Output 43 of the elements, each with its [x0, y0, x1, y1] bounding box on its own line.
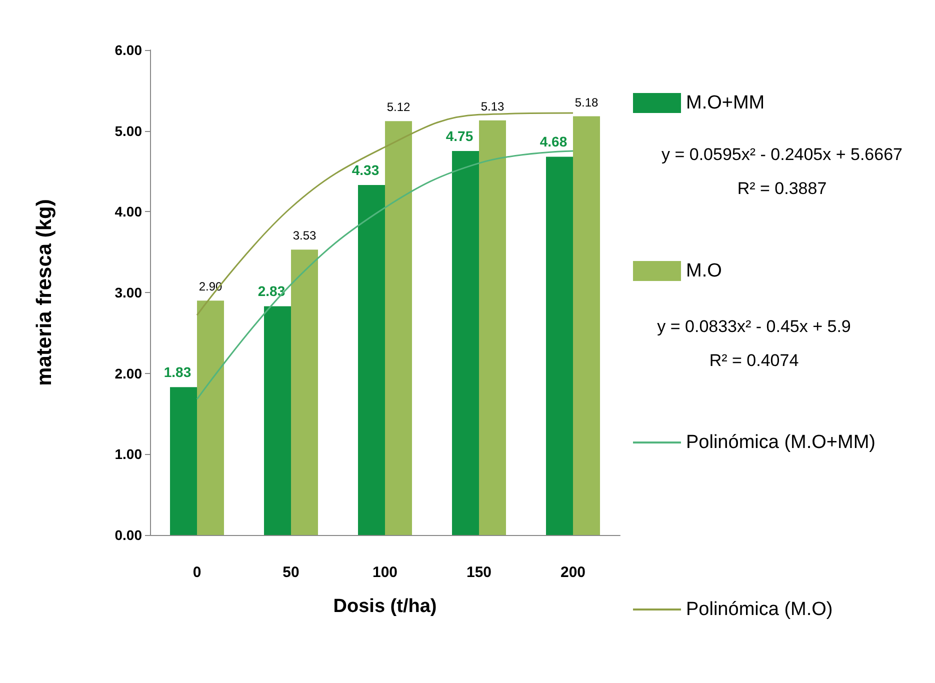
y-tick-label: 3.00 [114, 284, 142, 300]
bar [452, 151, 479, 535]
bar [264, 306, 291, 535]
legend-label: Polinómica (M.O) [686, 599, 833, 620]
y-tick-label: 6.00 [114, 42, 142, 58]
data-label: 5.18 [574, 95, 598, 110]
y-axis-title: materia fresca (kg) [33, 199, 56, 386]
bar [197, 300, 224, 535]
bar [170, 387, 197, 535]
legend-label: M.O+MM [686, 92, 765, 114]
x-axis-title: Dosis (t/ha) [333, 596, 437, 617]
y-tick-label: 5.00 [114, 122, 142, 139]
data-label: 2.83 [258, 283, 286, 300]
line-series [196, 112, 574, 316]
text: R² = 0.3887 [737, 179, 827, 198]
y-tick-label: 0.00 [114, 527, 142, 543]
text: y = 0.0595x² - 0.2405x + 5.6667 [661, 145, 903, 164]
text: R² = 0.4074 [709, 351, 799, 370]
bar [385, 121, 412, 535]
bar [291, 250, 318, 535]
data-label: 5.12 [386, 100, 410, 114]
legend-label: M.O [686, 260, 722, 282]
line-series [196, 150, 574, 400]
bar [358, 184, 385, 535]
data-label: 4.75 [446, 128, 474, 144]
text: y = 0.0833x² - 0.45x + 5.9 [657, 317, 851, 336]
x-tick-label: 50 [282, 564, 300, 581]
bar [573, 116, 600, 535]
x-tick-label: 150 [466, 564, 492, 581]
y-tick-label: 2.00 [114, 365, 142, 382]
x-tick-label: 100 [372, 564, 398, 581]
bar [479, 120, 506, 535]
data-label: 1.83 [164, 364, 192, 380]
x-tick-label: 0 [192, 564, 202, 581]
bar [546, 156, 573, 535]
data-label: 4.33 [352, 162, 380, 178]
data-label: 5.13 [480, 99, 504, 114]
data-label: 4.68 [540, 134, 568, 150]
x-tick-label: 200 [560, 564, 586, 581]
y-tick-label: 4.00 [114, 204, 142, 220]
y-tick-label: 1.00 [114, 446, 142, 462]
data-label: 3.53 [292, 228, 316, 243]
legend-label: Polinómica (M.O+MM) [686, 432, 876, 453]
